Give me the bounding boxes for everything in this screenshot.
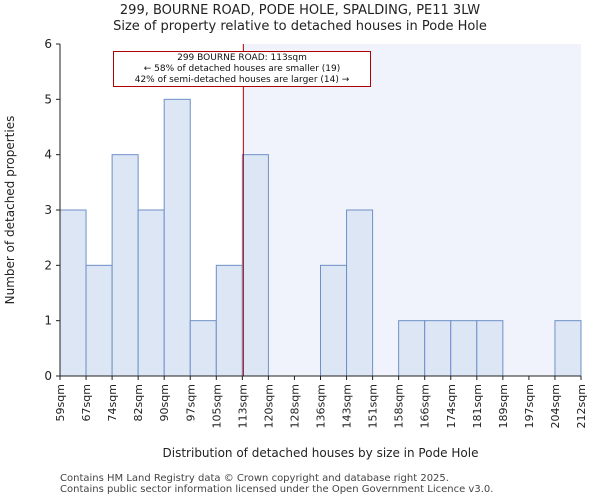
histogram-bar — [137, 209, 165, 377]
histogram-bar — [320, 264, 348, 377]
footer-credit-line2: Contains public sector information licen… — [60, 484, 494, 495]
histogram-bar — [111, 154, 139, 377]
histogram-bar — [424, 320, 452, 377]
histogram-bar — [554, 320, 582, 377]
histogram-bar — [163, 98, 191, 377]
histogram-bar — [476, 320, 504, 377]
x-tick-label: 105sqm — [210, 384, 223, 428]
y-tick-label: 3 — [44, 203, 52, 217]
y-tick-label: 4 — [44, 148, 52, 162]
x-tick-label: 174sqm — [445, 384, 458, 428]
x-tick-label: 136sqm — [315, 384, 328, 428]
x-tick-label: 212sqm — [575, 384, 588, 428]
y-tick-label: 2 — [44, 258, 52, 272]
x-tick-label: 143sqm — [341, 384, 354, 428]
x-tick-label: 120sqm — [262, 384, 275, 428]
histogram-bar — [189, 320, 217, 377]
histogram-bar — [450, 320, 478, 377]
y-tick-label: 5 — [44, 92, 52, 106]
x-tick-label: 181sqm — [471, 384, 484, 428]
histogram-bar — [241, 154, 269, 377]
x-tick-label: 97sqm — [184, 384, 197, 421]
x-tick-label: 74sqm — [106, 384, 119, 421]
histogram-bar — [398, 320, 426, 377]
x-axis-title: Distribution of detached houses by size … — [163, 446, 479, 460]
property-annotation-box: 299 BOURNE ROAD: 113sqm ← 58% of detache… — [113, 51, 371, 87]
x-tick-label: 158sqm — [393, 384, 406, 428]
annotation-line-3: 42% of semi-detached houses are larger (… — [134, 75, 350, 85]
annotation-line-2: ← 58% of detached houses are smaller (19… — [143, 64, 341, 74]
x-tick-label: 113sqm — [236, 384, 249, 428]
y-tick-label: 0 — [44, 369, 52, 383]
chart-title-line1: 299, BOURNE ROAD, PODE HOLE, SPALDING, P… — [119, 3, 481, 18]
annotation-line-1: 299 BOURNE ROAD: 113sqm — [177, 53, 307, 63]
histogram-bar — [215, 264, 243, 377]
y-tick-label: 6 — [44, 37, 52, 51]
histogram-bar — [346, 209, 374, 377]
histogram-bar — [85, 264, 113, 377]
x-tick-label: 151sqm — [367, 384, 380, 428]
histogram-bar — [59, 209, 87, 377]
x-tick-label: 204sqm — [549, 384, 562, 428]
y-tick-label: 1 — [44, 314, 52, 328]
x-tick-label: 59sqm — [54, 384, 67, 421]
x-tick-label: 90sqm — [158, 384, 171, 421]
x-tick-label: 197sqm — [523, 384, 536, 428]
x-tick-label: 166sqm — [419, 384, 432, 428]
x-tick-label: 82sqm — [132, 384, 145, 421]
chart-title-line2: Size of property relative to detached ho… — [113, 19, 487, 34]
y-axis-title: Number of detached properties — [3, 116, 17, 305]
x-tick-label: 189sqm — [497, 384, 510, 428]
footer-credit-line1: Contains HM Land Registry data © Crown c… — [60, 473, 449, 484]
x-tick-label: 67sqm — [80, 384, 93, 421]
x-tick-label: 128sqm — [288, 384, 301, 428]
